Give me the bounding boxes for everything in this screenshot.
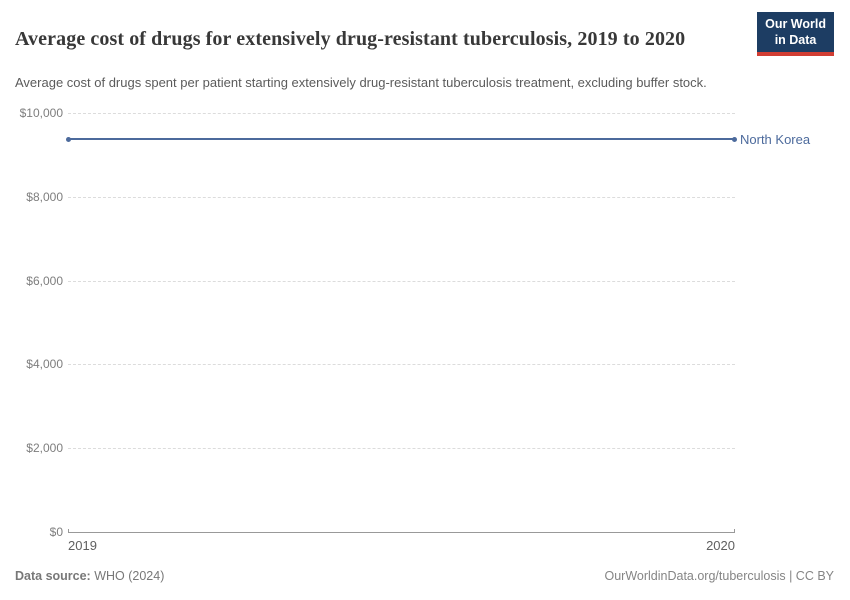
owid-logo-line2: in Data [774,32,817,47]
y-axis-tick-label: $0 [49,525,63,539]
x-axis-tick-2020: 2020 [706,538,735,553]
data-source-note: Data source: WHO (2024) [15,569,164,583]
data-source-label: Data source: [15,569,91,583]
data-source-value: WHO (2024) [90,569,165,583]
owid-logo-line1: Our World [765,17,826,31]
x-axis-endtick-left [68,529,69,533]
y-axis-tick-label: $6,000 [26,274,63,288]
data-point-2019[interactable] [66,136,71,142]
gridline [68,113,735,114]
data-point-2020[interactable] [732,136,737,142]
series-line-north-korea[interactable] [66,136,737,142]
y-axis-tick-label: $2,000 [26,441,63,455]
x-axis-tick-2019: 2019 [68,538,97,553]
owid-logo[interactable]: Our World in Data [757,12,834,57]
x-axis-line [68,529,735,533]
gridline [68,281,735,282]
y-axis-tick-label: $4,000 [26,357,63,371]
y-axis-tick-label: $10,000 [19,106,63,120]
gridline [68,364,735,365]
y-axis-tick-label: $8,000 [26,190,63,204]
gridline [68,197,735,198]
x-axis-endtick-right [734,529,735,533]
footer-license-link[interactable]: OurWorldinData.org/tuberculosis | CC BY [604,569,835,583]
page-title: Average cost of drugs for extensively dr… [15,28,686,51]
gridline [68,448,735,449]
chart-subtitle: Average cost of drugs spent per patient … [15,75,707,90]
series-label-north-korea[interactable]: North Korea [740,132,811,147]
